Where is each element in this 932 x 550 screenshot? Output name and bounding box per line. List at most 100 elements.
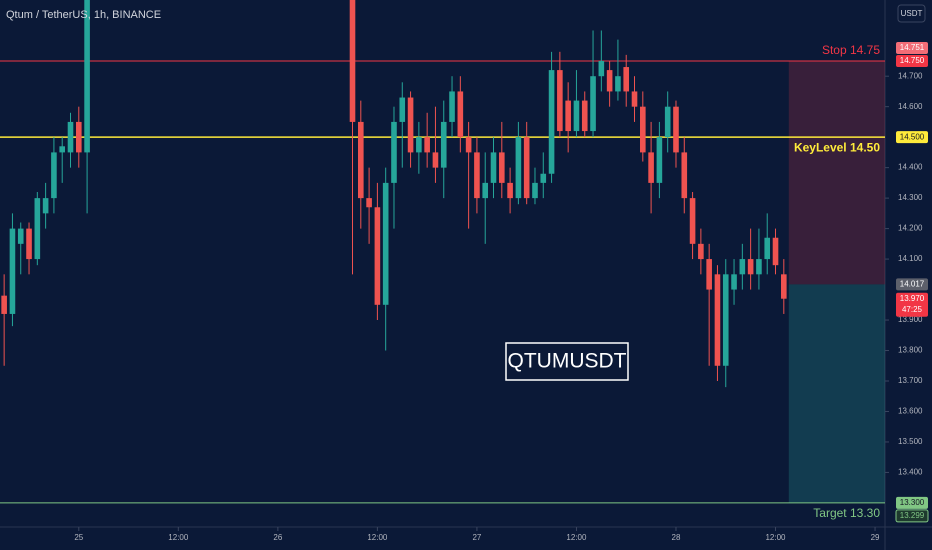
candle-body (722, 274, 729, 366)
candle-body (772, 237, 779, 266)
candle-body (598, 60, 605, 77)
candle-body (681, 152, 688, 199)
candle-body (673, 106, 679, 153)
candle-body (349, 0, 356, 122)
candle-body (75, 121, 82, 153)
candle-body (51, 152, 57, 199)
price-label: 13.299 (900, 511, 925, 520)
candle-body (606, 70, 613, 92)
candle-body (689, 198, 696, 244)
candle-body (9, 228, 16, 314)
x-tick-label: 12:00 (367, 533, 388, 542)
candle-body (34, 198, 41, 260)
candle-body (391, 121, 397, 183)
candle-body (499, 152, 505, 183)
candle-body (432, 152, 439, 168)
candle-body (399, 97, 406, 122)
y-tick-label: 13.500 (898, 437, 923, 446)
candle-body (465, 137, 472, 153)
candle-body (532, 182, 538, 199)
candle-body (1, 295, 7, 314)
candle-body (440, 121, 447, 168)
currency-button[interactable] (897, 4, 926, 23)
candle-body (407, 97, 414, 153)
candle-body (590, 76, 596, 132)
candle-body (648, 152, 654, 183)
x-tick-label: 26 (273, 533, 282, 542)
x-tick-label: 28 (672, 533, 681, 542)
candle-body (515, 137, 522, 199)
price-label-bg (896, 54, 928, 67)
candle-body (756, 259, 762, 275)
candle-body (449, 91, 455, 122)
candle-body (631, 91, 638, 107)
candle-body (374, 207, 381, 305)
candle-body (366, 198, 372, 208)
currency-label[interactable]: USDT (901, 9, 923, 18)
candle-body (623, 67, 630, 92)
candle-body (424, 137, 430, 153)
price-label: 13.970 (900, 294, 925, 303)
x-tick-label: 27 (472, 533, 481, 542)
price-label-bg (895, 509, 929, 523)
x-tick-label: 25 (74, 533, 83, 542)
y-tick-label: 14.600 (898, 102, 923, 111)
candle-body (698, 243, 704, 260)
candle-body (17, 228, 24, 244)
target-zone (788, 284, 885, 503)
watermark-box (505, 342, 629, 381)
candle-body (714, 274, 721, 366)
candle-body (26, 228, 32, 260)
candle-body (540, 173, 547, 183)
candle-body (557, 70, 563, 132)
candle-body (67, 121, 74, 153)
candle-body (640, 106, 646, 153)
candle-body (573, 100, 580, 132)
y-tick-label: 13.800 (898, 346, 923, 355)
y-tick-label: 13.900 (898, 315, 923, 324)
countdown: 47:25 (902, 305, 923, 314)
y-tick-label: 14.700 (898, 71, 923, 80)
candle-body (507, 182, 513, 199)
price-label: 14.751 (900, 43, 925, 52)
price-label-bg (896, 41, 928, 54)
candle-body (565, 100, 571, 132)
y-tick-label: 14.400 (898, 163, 923, 172)
y-tick-label: 14.100 (898, 254, 923, 263)
candle-body (523, 137, 530, 199)
price-label-bg (896, 292, 928, 317)
level-label: Stop 14.75 (822, 43, 880, 57)
y-tick-label: 14.200 (898, 224, 923, 233)
price-label-bg (896, 131, 928, 144)
candle-body (457, 91, 464, 138)
candle-body (747, 259, 754, 275)
x-tick-label: 12:00 (566, 533, 587, 542)
price-label: 13.300 (900, 498, 925, 507)
level-label: Target 13.30 (813, 506, 880, 520)
level-label: KeyLevel 14.50 (794, 140, 880, 154)
candle-body (656, 137, 663, 183)
y-tick-label: 14.300 (898, 193, 923, 202)
candle-body (474, 152, 480, 199)
candle-body (739, 259, 746, 275)
candle-body (781, 274, 787, 299)
watermark: QTUMUSDT (508, 350, 627, 373)
price-label: 14.017 (900, 279, 925, 288)
price-label-bg (896, 278, 928, 291)
candle-body (42, 198, 49, 214)
x-tick-label: 12:00 (765, 533, 786, 542)
candle-body (581, 100, 588, 132)
candle-body (706, 259, 712, 290)
candle-body (548, 70, 555, 174)
x-tick-label: 12:00 (168, 533, 189, 542)
candle-body (382, 182, 389, 305)
candle-body (490, 152, 497, 183)
candle-body (358, 121, 364, 199)
price-label: 14.750 (900, 56, 925, 65)
stop-zone (788, 60, 885, 285)
candle-body (416, 137, 422, 153)
candle-body (482, 182, 489, 199)
y-tick-label: 13.400 (898, 468, 923, 477)
